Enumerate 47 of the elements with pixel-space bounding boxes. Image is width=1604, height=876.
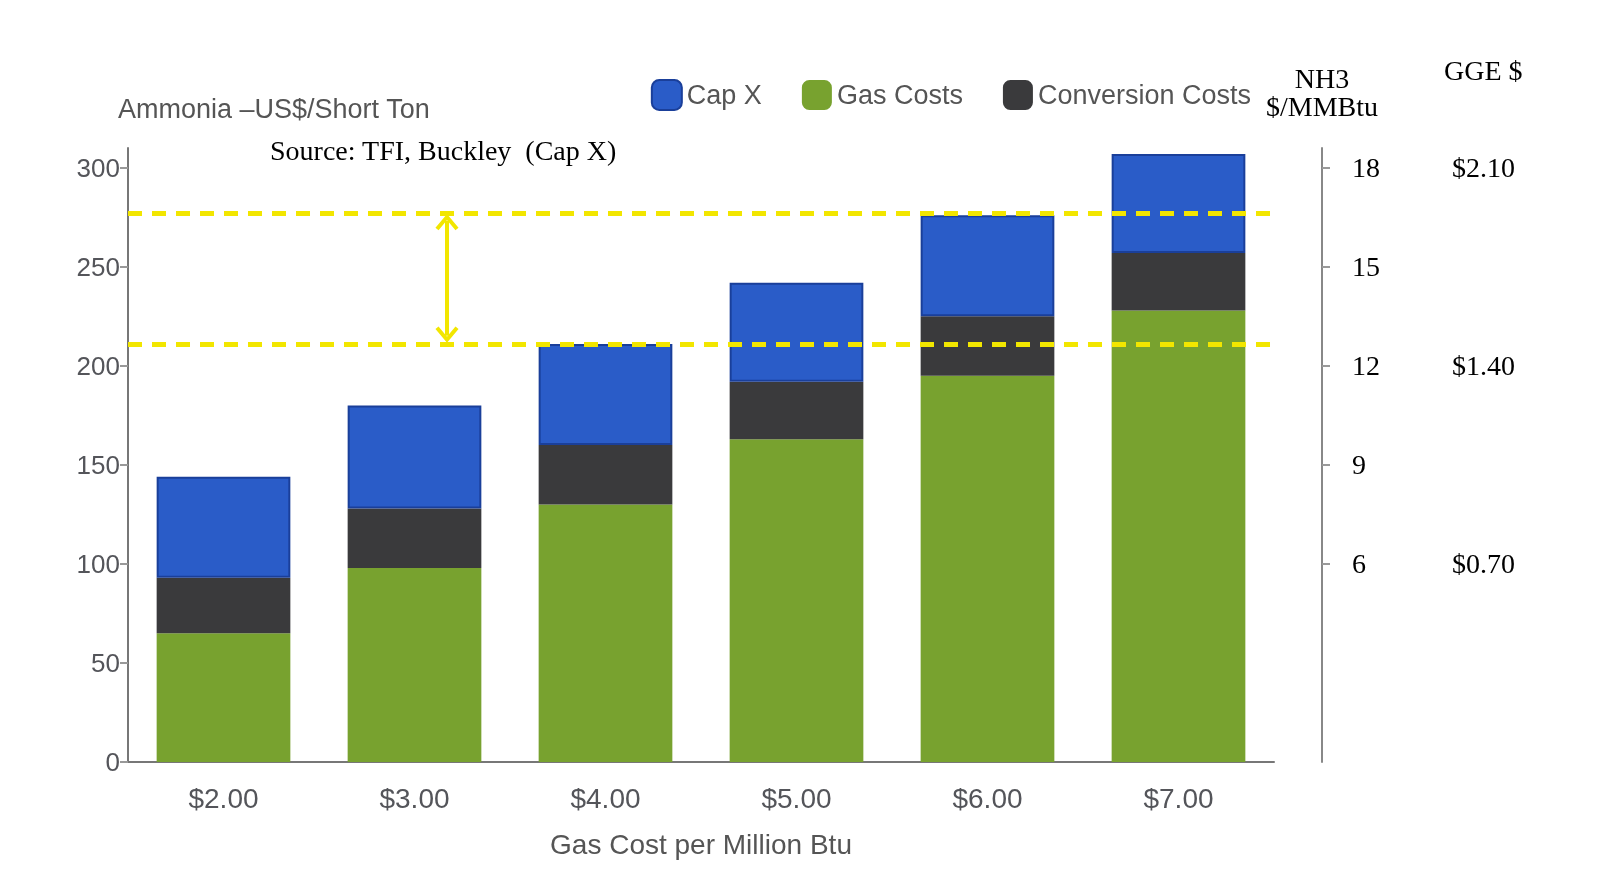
y3-axis-title: GGE $ (1444, 54, 1523, 86)
bar (538, 504, 673, 762)
y-tick-label: 200 (76, 350, 120, 381)
y2-tick-label: 6 (1352, 548, 1366, 580)
bar (538, 445, 673, 505)
x-tick-label: $7.00 (1143, 782, 1214, 814)
bar (538, 344, 673, 446)
y-tick-label: 0 (105, 747, 120, 777)
x-tick-label: $6.00 (952, 782, 1023, 814)
bar (347, 508, 482, 568)
y-tick-label: 300 (76, 152, 120, 183)
x-tick-label: $4.00 (570, 782, 641, 814)
bar (1111, 252, 1246, 311)
bar (156, 577, 291, 634)
y2-tick-label: 18 (1352, 152, 1380, 184)
legend-label: Conversion Costs (1037, 80, 1252, 110)
legend-label: Gas Costs (836, 80, 963, 110)
y2-tick-label: 15 (1352, 251, 1380, 283)
y-tick-label: 250 (76, 251, 120, 282)
y2-tick-label: 9 (1352, 449, 1366, 481)
bar (729, 282, 864, 382)
bar (156, 476, 291, 578)
y2-tick-label: 12 (1352, 350, 1380, 382)
y-axis-title: Ammonia –US$/Short Ton (118, 93, 430, 124)
bar (920, 316, 1055, 376)
x-tick-label: $3.00 (379, 782, 450, 814)
legend-label: Cap X (686, 80, 762, 110)
bar (347, 567, 482, 762)
y3-tick-label: $2.10 (1452, 152, 1515, 184)
x-axis-title: Gas Cost per Million Btu (550, 828, 852, 860)
bar (920, 375, 1055, 762)
x-tick-label: $5.00 (761, 782, 832, 814)
bar (729, 381, 864, 440)
bar (156, 633, 291, 762)
y3-tick-label: $0.70 (1452, 548, 1515, 580)
bar (729, 439, 864, 762)
y-tick-label: 100 (76, 548, 120, 579)
bar (347, 405, 482, 509)
y3-tick-label: $1.40 (1452, 350, 1515, 382)
bar (1111, 153, 1246, 253)
bar (1111, 310, 1246, 762)
y2-axis-title: NH3 $/MMBtu (1265, 62, 1379, 122)
bar (920, 215, 1055, 317)
annotation: Source: TFI, Buckley (Cap X) (270, 134, 617, 166)
y-tick-label: 150 (76, 449, 120, 480)
x-tick-label: $2.00 (188, 782, 259, 814)
y-tick-label: 50 (91, 647, 120, 678)
